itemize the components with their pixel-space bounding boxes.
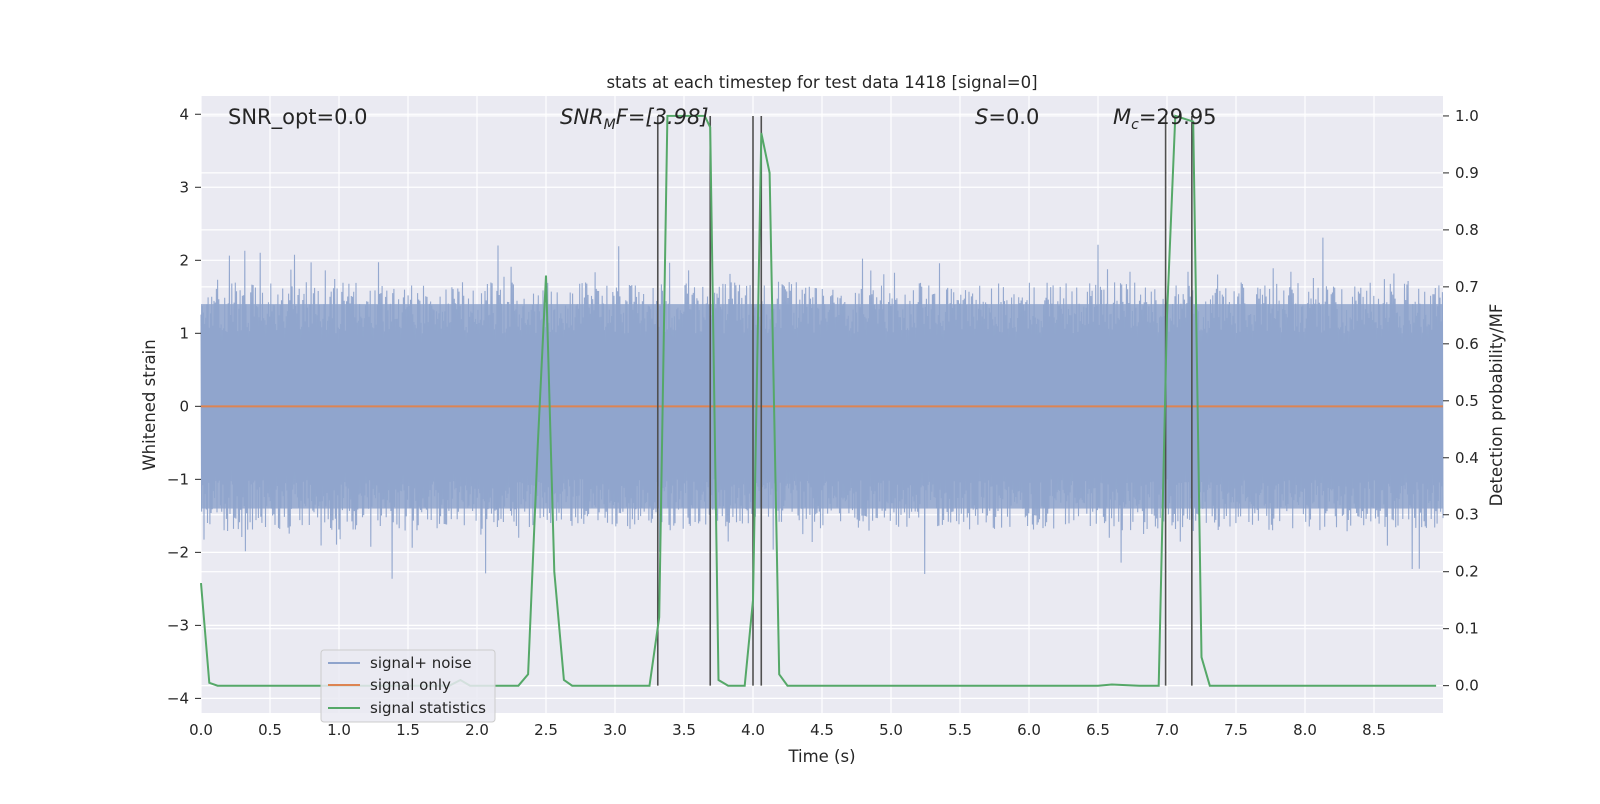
annotation-snr-opt: SNR_opt=0.0: [228, 105, 368, 130]
x-tick-label: 6.0: [1017, 721, 1041, 739]
y-right-tick-label: 0.1: [1455, 620, 1479, 638]
x-axis-label: Time (s): [787, 747, 855, 766]
x-tick-label: 5.0: [879, 721, 903, 739]
y-left-tick-labels: 4 3 2 1 0 −1 −2 −3 −4: [167, 105, 201, 707]
y-left-tick-label: −4: [167, 689, 189, 707]
y-left-tick-label: 1: [179, 324, 189, 342]
y-right-tick-label: 0.4: [1455, 449, 1479, 467]
x-tick-label: 3.0: [603, 721, 627, 739]
x-tick-label: 7.5: [1224, 721, 1248, 739]
y-right-tick-label: 0.5: [1455, 392, 1479, 410]
y-right-tick-label: 0.8: [1455, 221, 1479, 239]
x-tick-label: 0.5: [258, 721, 282, 739]
x-tick-label: 7.0: [1155, 721, 1179, 739]
x-tick-label: 5.5: [948, 721, 972, 739]
x-tick-label: 1.5: [396, 721, 420, 739]
x-tick-label: 2.0: [465, 721, 489, 739]
legend-label-stats: signal statistics: [370, 699, 486, 717]
x-tick-label: 1.0: [327, 721, 351, 739]
legend-box: [320, 649, 496, 723]
y-right-tick-labels: 1.0 0.9 0.8 0.7 0.6 0.5 0.4 0.3 0.2 0.1 0.0: [1443, 107, 1479, 695]
x-tick-label: 6.5: [1086, 721, 1110, 739]
annotation-snr-mf: SNRMF=[3.98]: [560, 105, 709, 133]
x-tick-label: 3.5: [672, 721, 696, 739]
x-tick-labels: 0.0 0.5 1.0 1.5 2.0 2.5 3.0 3.5 4.0 4.5 5.0 5.5 6.0 6…: [189, 721, 1386, 739]
legend-label-signal: signal only: [370, 676, 451, 694]
y-right-tick-label: 0.6: [1455, 335, 1479, 353]
y-axis-label-right: Detection probability/MF: [1487, 304, 1506, 507]
x-tick-label: 4.0: [741, 721, 765, 739]
y-left-tick-label: −1: [167, 470, 189, 488]
legend-label-noise: signal+ noise: [370, 654, 472, 672]
legend: signal+ noise signal only signal statist…: [320, 649, 496, 723]
x-tick-label: 0.0: [189, 721, 213, 739]
y-left-tick-label: 2: [179, 251, 189, 269]
y-left-tick-label: 3: [179, 178, 189, 196]
y-left-tick-label: −3: [167, 616, 189, 634]
y-right-tick-label: 0.9: [1455, 164, 1479, 182]
annotation-s: S=0.0: [975, 105, 1039, 129]
y-axis-label-left: Whitened strain: [140, 339, 159, 470]
x-tick-label: 4.5: [810, 721, 834, 739]
x-tick-label: 8.5: [1362, 721, 1386, 739]
x-tick-label: 8.0: [1293, 721, 1317, 739]
y-left-tick-label: 0: [179, 397, 189, 415]
y-right-tick-label: 1.0: [1455, 107, 1479, 125]
y-right-tick-label: 0.3: [1455, 506, 1479, 524]
chart-title: stats at each timestep for test data 141…: [606, 73, 1037, 92]
y-left-tick-label: 4: [179, 105, 189, 123]
y-left-tick-label: −2: [167, 543, 189, 561]
annotation-mc: Mc=29.95: [1113, 105, 1217, 133]
y-right-tick-label: 0.7: [1455, 278, 1479, 296]
y-right-tick-label: 0.0: [1455, 677, 1479, 695]
x-tick-label: 2.5: [534, 721, 558, 739]
y-right-tick-label: 0.2: [1455, 563, 1479, 581]
